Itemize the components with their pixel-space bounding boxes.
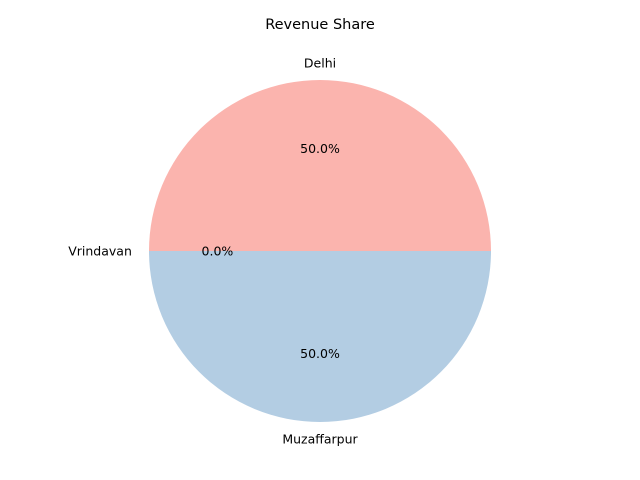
chart-title: Revenue Share [265,17,375,33]
pct-label-muzaffarpur: 50.0% [300,346,340,361]
slice-label-muzaffarpur: Muzaffarpur [282,432,358,447]
pie-slices [149,80,491,422]
pie-slice-delhi [149,80,491,251]
slice-label-vrindavan: Vrindavan [68,244,132,259]
pct-label-vrindavan: 0.0% [202,244,234,259]
pie-slice-muzaffarpur [149,251,491,422]
pie-labels: Delhi 50.0% Vrindavan 0.0% Muzaffarpur 50.0% [68,55,358,446]
pct-label-delhi: 50.0% [300,141,340,156]
slice-label-delhi: Delhi [304,55,336,70]
